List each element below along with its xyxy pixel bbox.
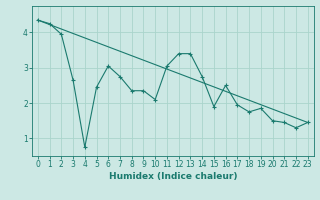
X-axis label: Humidex (Indice chaleur): Humidex (Indice chaleur) [108, 172, 237, 181]
